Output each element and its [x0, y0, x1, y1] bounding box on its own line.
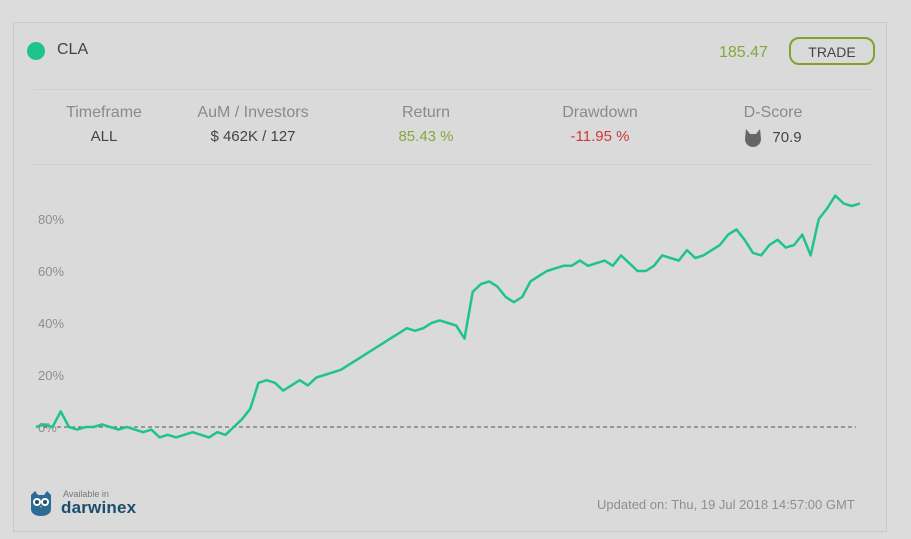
owl-icon — [31, 491, 51, 516]
trade-button[interactable]: TRADE — [789, 37, 875, 65]
stat-label: Drawdown — [562, 104, 638, 121]
ticker-name[interactable]: CLA — [57, 41, 89, 58]
available-in-text: Available in — [63, 489, 109, 499]
stat-label: Timeframe — [66, 104, 142, 121]
equity-chart: 0%20%40%60%80% — [35, 194, 861, 439]
stat-drawdown: Drawdown -11.95 % — [530, 104, 670, 145]
y-tick-label: 60% — [38, 264, 64, 279]
card-header: CLA 185.47 TRADE — [14, 23, 886, 83]
status-dot — [27, 42, 45, 60]
y-tick-label: 20% — [38, 368, 64, 383]
wolf-icon — [745, 129, 762, 147]
brand-name: darwinex — [61, 498, 137, 517]
y-tick-label: 80% — [38, 212, 64, 227]
stat-timeframe: Timeframe ALL — [34, 104, 174, 145]
stat-value: ALL — [90, 128, 118, 145]
stat-value: -11.95 % — [570, 128, 630, 145]
updated-timestamp: Updated on: Thu, 19 Jul 2018 14:57:00 GM… — [597, 497, 855, 512]
stat-dscore: D-Score 70.9 — [703, 104, 843, 148]
equity-line — [35, 194, 861, 439]
stats-row: Timeframe ALL AuM / Investors $ 462K / 1… — [34, 89, 874, 165]
stat-value: $ 462K / 127 — [210, 128, 296, 145]
stat-aum-investors: AuM / Investors $ 462K / 127 — [183, 104, 323, 145]
stat-value-wrap: 70.9 — [703, 128, 843, 148]
dscore-value: 70.9 — [772, 128, 802, 146]
stat-return: Return 85.43 % — [356, 104, 496, 145]
current-price: 185.47 — [719, 44, 768, 61]
darwin-card: CLA 185.47 TRADE Timeframe ALL AuM / Inv… — [13, 22, 887, 532]
stat-label: Return — [401, 104, 451, 121]
stat-label: D-Score — [743, 104, 803, 121]
stat-label: AuM / Investors — [197, 104, 309, 121]
darwinex-logo[interactable]: Available in darwinex — [27, 489, 147, 519]
stat-value: 85.43 % — [398, 128, 454, 145]
y-tick-label: 40% — [38, 316, 64, 331]
